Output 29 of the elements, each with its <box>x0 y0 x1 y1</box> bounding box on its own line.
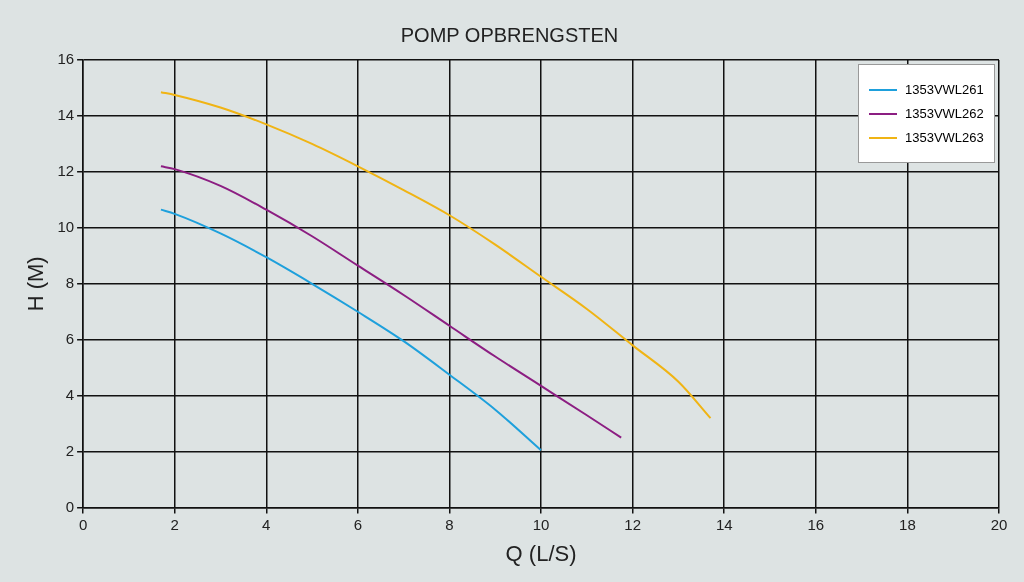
x-tick-label: 18 <box>899 515 916 533</box>
y-tick-label: 2 <box>65 441 75 459</box>
x-tick-label: 20 <box>990 515 1008 533</box>
line-series <box>159 208 543 452</box>
y-axis-title: H (M) <box>23 256 49 312</box>
x-tick-label: 4 <box>262 515 271 533</box>
x-tick-label: 0 <box>78 515 88 533</box>
x-tick-label: 12 <box>624 515 641 533</box>
x-tick-label: 8 <box>445 515 454 533</box>
x-tick-label: 16 <box>807 515 825 533</box>
line-series <box>159 91 712 420</box>
chart-title: POMP OPBRENGSTEN <box>400 23 619 46</box>
x-tick-label: 2 <box>170 515 179 533</box>
legend-label: 1353VWL263 <box>905 130 984 145</box>
y-tick-label: 12 <box>57 162 75 180</box>
legend-label: 1353VWL262 <box>905 106 984 121</box>
x-tick-label: 14 <box>715 515 733 533</box>
line-series <box>159 165 623 439</box>
legend-label: 1353VWL261 <box>905 82 984 97</box>
x-tick-label: 10 <box>532 515 550 533</box>
y-tick-label: 14 <box>57 106 75 124</box>
y-tick-label: 16 <box>57 50 75 68</box>
x-tick-label: 6 <box>353 515 363 533</box>
y-tick-label: 8 <box>65 273 75 291</box>
y-tick-label: 0 <box>65 497 75 515</box>
y-tick-label: 4 <box>65 385 75 403</box>
y-tick-label: 6 <box>65 329 75 347</box>
y-tick-label: 10 <box>57 217 75 235</box>
x-axis-title: Q (L/S) <box>505 540 577 566</box>
